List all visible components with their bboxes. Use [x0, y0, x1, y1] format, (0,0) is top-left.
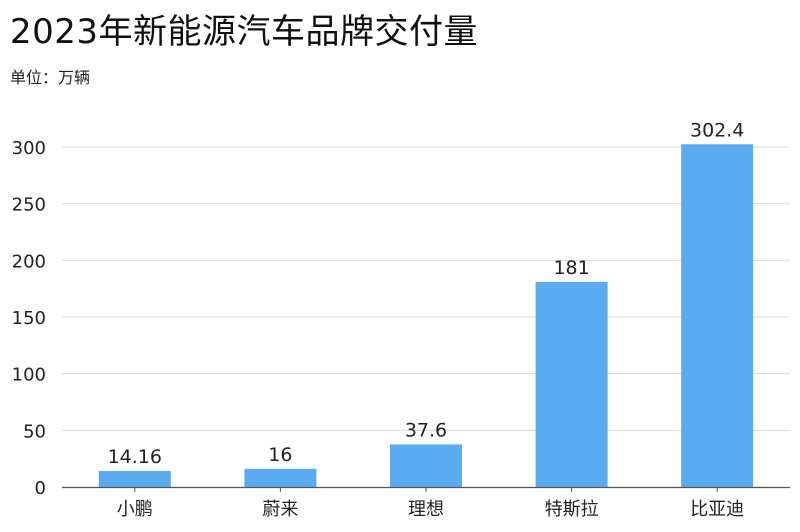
bar	[681, 144, 754, 487]
chart-title: 2023年新能源汽车品牌交付量	[10, 12, 479, 52]
bar-value-label: 16	[268, 444, 292, 466]
bars	[98, 144, 754, 487]
y-tick-label: 50	[23, 421, 46, 442]
bar	[244, 468, 317, 487]
bar-value-labels: 14.16 16 37.6 181 302.4	[108, 119, 745, 468]
chart-unit-label: 单位：万辆	[10, 68, 91, 87]
x-tick-label: 小鹏	[117, 499, 153, 520]
y-tick-label: 0	[35, 478, 46, 499]
bar-value-label: 302.4	[690, 119, 744, 141]
y-axis-ticks: 0 50 100 150 200 250 300	[12, 138, 46, 499]
x-tick-label: 理想	[408, 499, 444, 520]
y-tick-label: 300	[12, 138, 46, 159]
x-tick-label: 特斯拉	[545, 499, 599, 520]
x-axis-ticks: 小鹏 蔚来 理想 特斯拉 比亚迪	[117, 487, 744, 520]
bar	[390, 444, 462, 487]
bar-value-label: 14.16	[108, 446, 162, 468]
y-tick-label: 100	[12, 365, 46, 386]
gridlines	[62, 146, 790, 431]
y-tick-label: 200	[12, 251, 46, 272]
x-tick-label: 蔚来	[262, 499, 298, 520]
bar-value-label: 37.6	[405, 419, 447, 441]
bar	[535, 281, 608, 487]
bar	[98, 470, 171, 487]
x-tick-label: 比亚迪	[690, 499, 744, 520]
y-tick-label: 150	[12, 308, 46, 329]
y-tick-label: 250	[12, 195, 46, 216]
bar-value-label: 181	[553, 257, 589, 279]
